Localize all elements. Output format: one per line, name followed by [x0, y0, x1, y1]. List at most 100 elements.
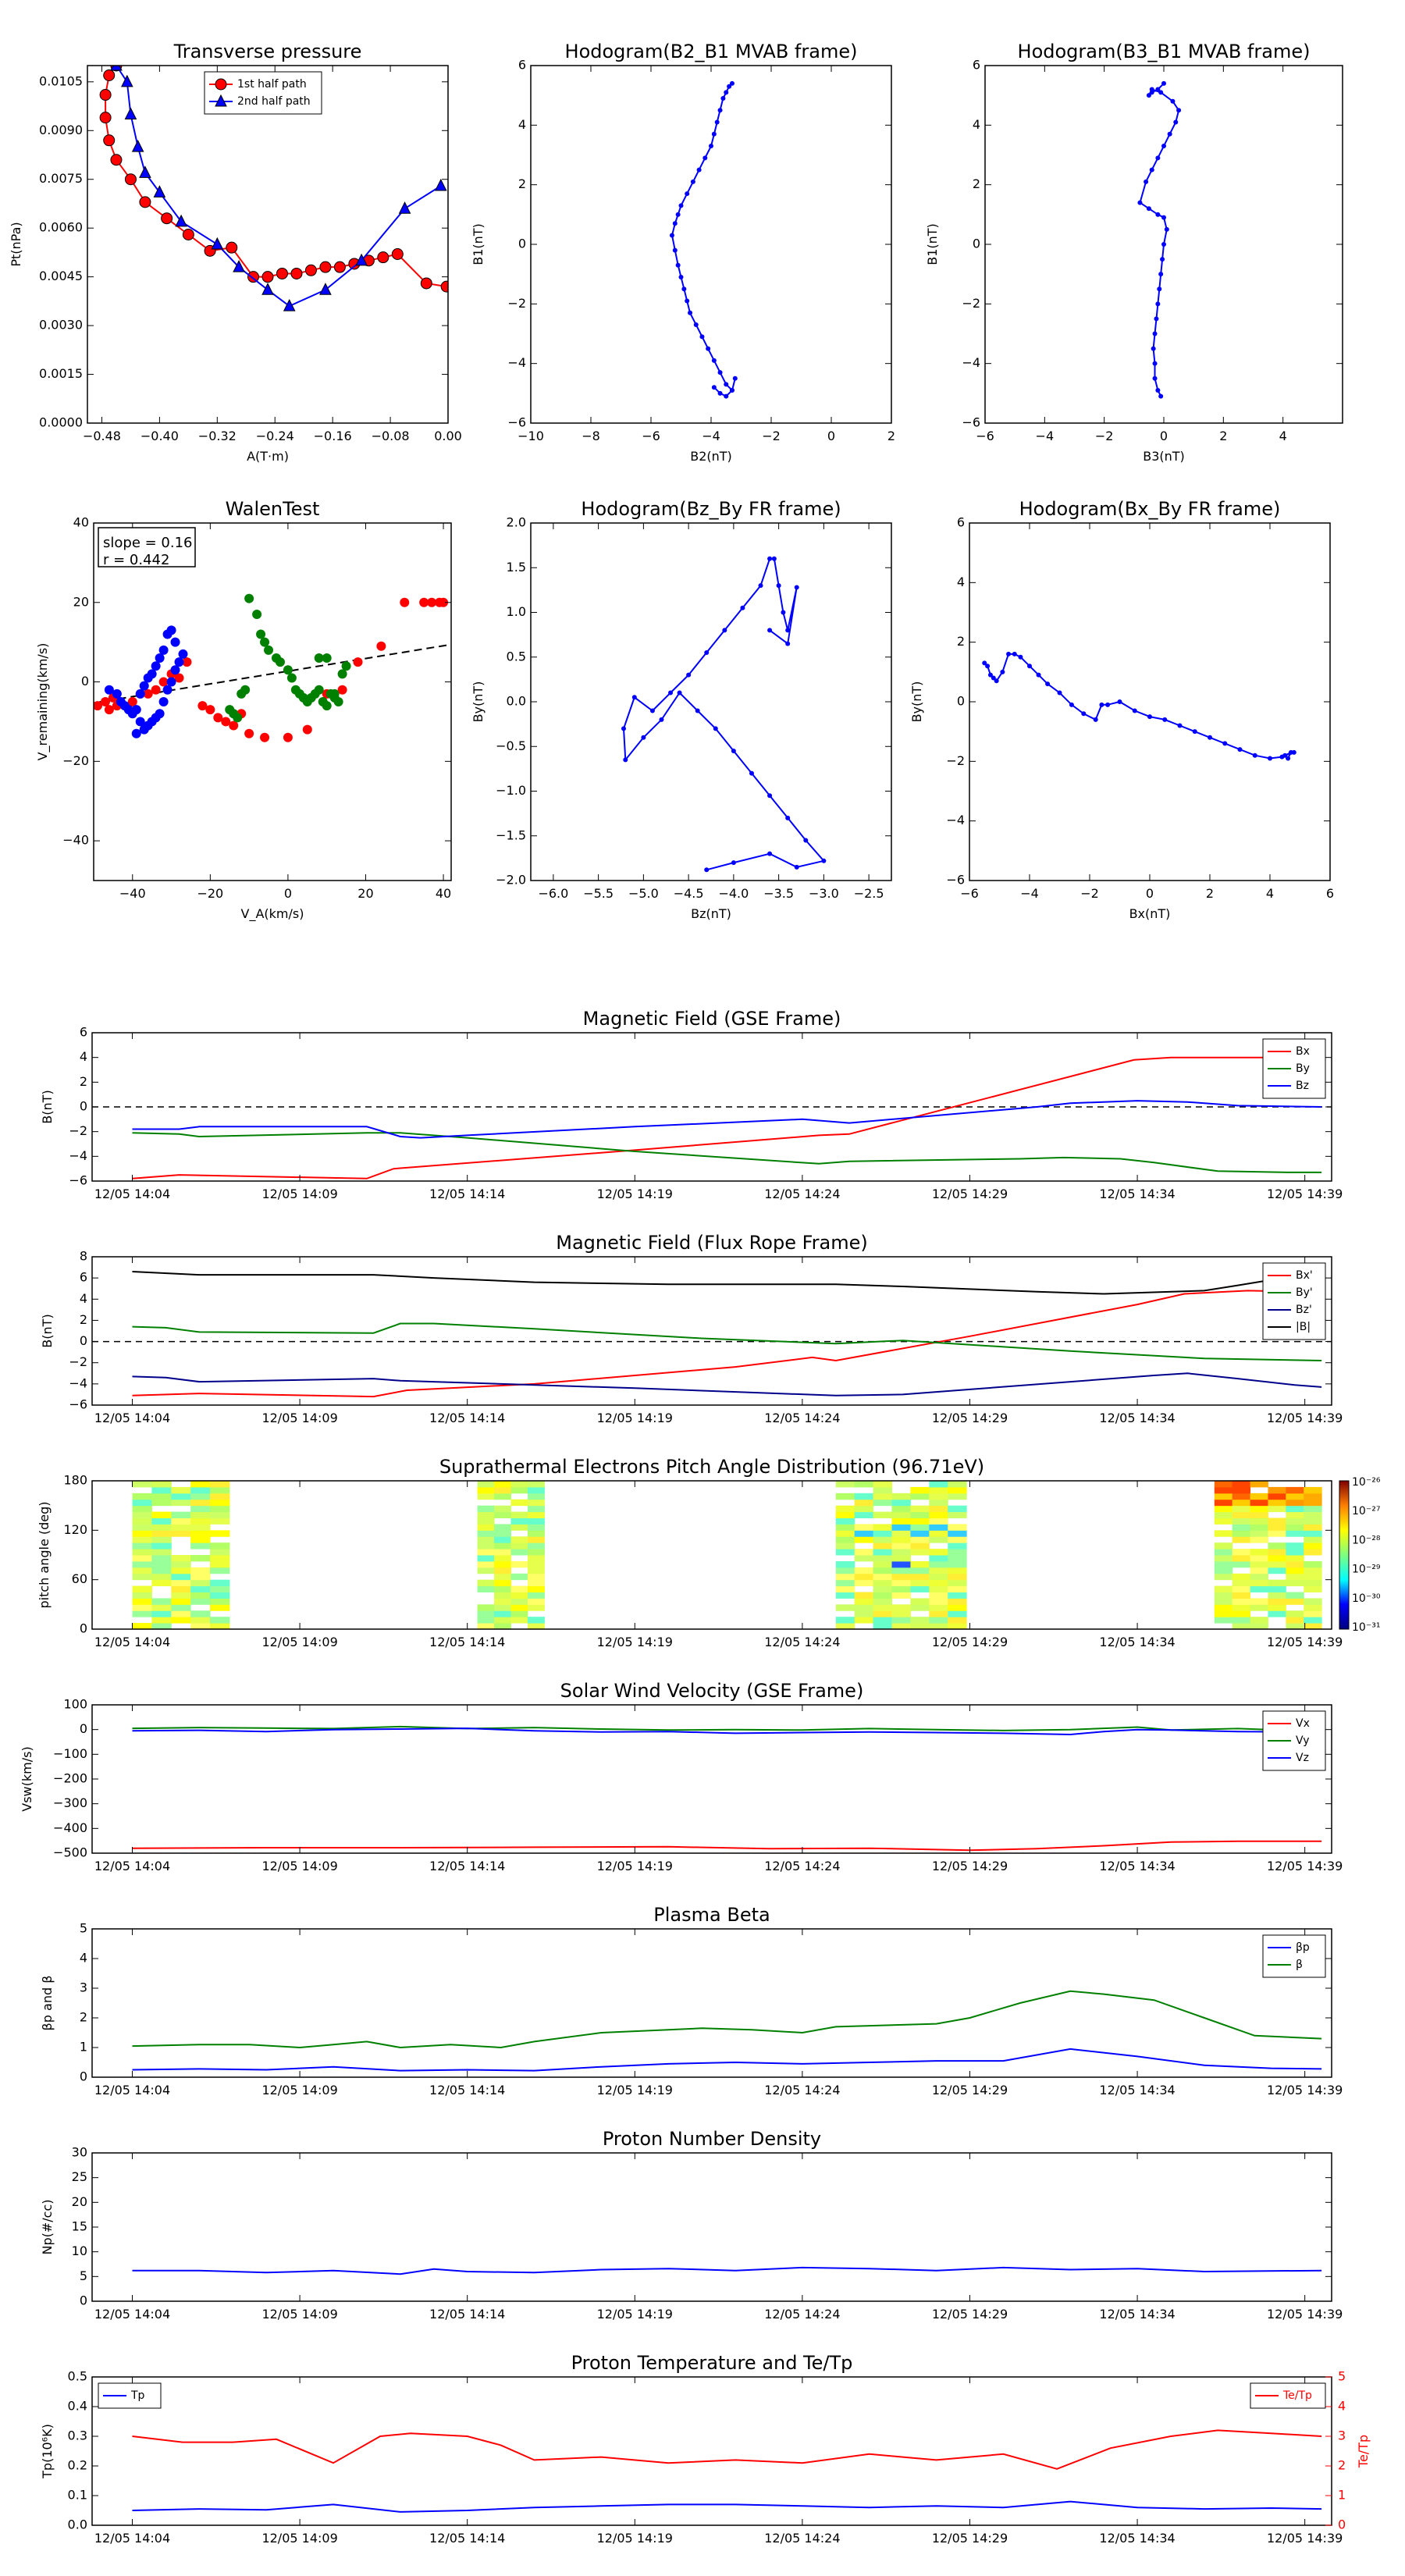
- heatmap-cell: [854, 1481, 874, 1488]
- heatmap-cell: [854, 1524, 874, 1531]
- series-line-: [132, 1990, 1322, 2049]
- data-point: [1161, 215, 1166, 220]
- heatmap-cell: [494, 1555, 511, 1562]
- x-tick-label: −0.24: [256, 429, 294, 443]
- heatmap-cell: [1214, 1505, 1233, 1513]
- heatmap-cell: [873, 1481, 893, 1488]
- heatmap-cell: [1268, 1505, 1286, 1513]
- y-axis-label: pitch angle (deg): [37, 1501, 52, 1608]
- heatmap-cell: [1232, 1530, 1251, 1537]
- data-point: [767, 851, 773, 856]
- x-tick-label: 12/05 14:24: [764, 2307, 840, 2322]
- data-point: [731, 748, 736, 753]
- heatmap-cell: [854, 1573, 874, 1581]
- heatmap-cell: [854, 1604, 874, 1611]
- heatmap-cell: [527, 1567, 545, 1574]
- heatmap-cell: [1268, 1517, 1286, 1525]
- heatmap-cell: [510, 1549, 528, 1556]
- heatmap-cell: [929, 1617, 948, 1624]
- legend-label: Te/Tp: [1282, 2389, 1312, 2402]
- data-point: [668, 690, 674, 696]
- heatmap-cell: [151, 1549, 172, 1556]
- heatmap-cell: [1304, 1617, 1322, 1624]
- heatmap-cell: [527, 1499, 545, 1507]
- heatmap-cell: [477, 1610, 495, 1617]
- chart-beta: 0 1 2 3 4 5 12/05 14:04 12/05 14:09 12/05 14:14 1…: [40, 1904, 1343, 2097]
- heatmap-cell: [910, 1530, 930, 1537]
- colorbar-label: 10⁻²⁶: [1352, 1476, 1381, 1489]
- data-point: [672, 247, 678, 253]
- heatmap-cell: [891, 1555, 911, 1562]
- heatmap-cell: [891, 1499, 911, 1507]
- heatmap-cell: [873, 1560, 893, 1568]
- x-tick-label: 12/05 14:39: [1267, 2531, 1343, 2546]
- y-tick-label: 0.0030: [39, 318, 83, 333]
- heatmap-cell: [527, 1542, 545, 1550]
- heatmap-cell: [1214, 1511, 1233, 1518]
- y-tick-label: 0.0090: [39, 123, 83, 137]
- heatmap-cell: [1250, 1493, 1268, 1500]
- heatmap-cell: [891, 1610, 911, 1617]
- heatmap-cell: [1250, 1623, 1268, 1629]
- heatmap-cell: [929, 1604, 948, 1611]
- data-point: [724, 393, 729, 399]
- heatmap-cell: [891, 1493, 911, 1500]
- fit-line: [94, 643, 451, 704]
- data-point: [391, 247, 404, 260]
- scatter-point-green: [322, 653, 332, 664]
- chart-title: Hodogram(Bz_By FR frame): [581, 498, 841, 520]
- data-point: [1155, 301, 1161, 307]
- plot-area: [87, 66, 448, 423]
- y-tick-label: 6: [518, 58, 526, 73]
- heatmap-cell: [132, 1505, 152, 1513]
- heatmap-cell: [190, 1530, 211, 1537]
- heatmap-cell: [1304, 1505, 1322, 1513]
- heatmap-cell: [171, 1592, 191, 1599]
- data-point: [333, 261, 346, 273]
- y-tick-label: 8: [80, 1249, 87, 1264]
- scatter-point-red: [143, 688, 153, 699]
- data-point: [771, 556, 777, 561]
- heatmap-cell: [132, 1481, 152, 1488]
- heatmap-cell: [835, 1536, 855, 1543]
- x-tick-label: 40: [436, 886, 451, 901]
- scatter-point-blue: [158, 697, 169, 706]
- heatmap-cell: [1286, 1592, 1304, 1599]
- plot-frame: [93, 522, 452, 881]
- heatmap-cell: [948, 1573, 967, 1581]
- data-point: [675, 212, 681, 217]
- y-tick-label: 4: [80, 1049, 87, 1064]
- heatmap-cell: [873, 1592, 893, 1599]
- x-tick-label: 0: [1160, 429, 1168, 443]
- x-tick-label: −0.16: [314, 429, 352, 443]
- heatmap-cell: [929, 1567, 948, 1574]
- heatmap-cell: [510, 1585, 528, 1592]
- data-point: [121, 74, 133, 87]
- data-point: [704, 650, 710, 656]
- data-point: [1152, 361, 1158, 366]
- data-point: [1152, 375, 1158, 381]
- heatmap-cell: [190, 1555, 211, 1562]
- y-axis-label: By(nT): [909, 681, 924, 723]
- plot-area: [92, 1481, 1332, 1629]
- heatmap-cell: [477, 1493, 495, 1500]
- chart-title: Proton Temperature and Te/Tp: [571, 2352, 853, 2374]
- heatmap-cell: [190, 1598, 211, 1605]
- heatmap-cell: [835, 1517, 855, 1525]
- heatmap-cell: [910, 1536, 930, 1543]
- heatmap-cell: [477, 1585, 495, 1592]
- heatmap-cell: [1232, 1511, 1251, 1518]
- chart-title: Hodogram(B2_B1 MVAB frame): [565, 41, 858, 62]
- heatmap-cell: [132, 1511, 152, 1518]
- heatmap-cell: [891, 1623, 911, 1629]
- heatmap-cell: [1214, 1530, 1233, 1537]
- heatmap-cell: [1286, 1610, 1304, 1617]
- data-point: [688, 310, 693, 315]
- data-point: [711, 131, 717, 137]
- y2-tick-label: 3: [1338, 2428, 1346, 2443]
- y-axis-label: V_remaining(km/s): [35, 643, 51, 761]
- y-tick-label: 4: [973, 117, 980, 132]
- heatmap-cell: [891, 1524, 911, 1531]
- x-tick-label: 12/05 14:29: [932, 1411, 1008, 1425]
- heatmap-cell: [854, 1610, 874, 1617]
